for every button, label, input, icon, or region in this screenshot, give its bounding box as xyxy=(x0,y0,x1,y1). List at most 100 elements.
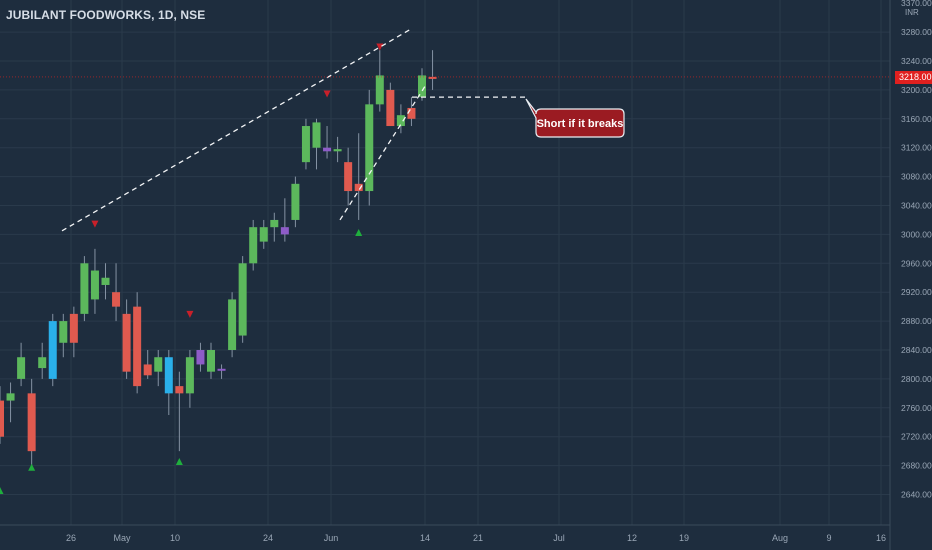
candle-body xyxy=(217,368,226,371)
candle xyxy=(396,104,405,134)
price-axis[interactable]: 3370.00 3280.00 3240.00 3200.00 3160.00 3120.… xyxy=(889,0,932,550)
candle xyxy=(323,126,332,159)
candle-body xyxy=(185,357,194,394)
candle xyxy=(344,147,353,206)
time-axis[interactable]: 26 May 10 24 Jun 14 21 Jul 12 19 Aug 9 16 xyxy=(0,524,890,543)
candle-body xyxy=(0,400,4,437)
candle-body xyxy=(396,115,405,127)
candle xyxy=(333,136,342,163)
callout-annotation[interactable]: Short if it breaks xyxy=(525,98,625,138)
candle xyxy=(217,364,226,379)
candle-body xyxy=(375,75,384,105)
candle-body xyxy=(6,393,15,401)
price-tick-label: 2920.00 xyxy=(901,287,932,297)
candle xyxy=(418,68,426,101)
candle-body xyxy=(418,75,426,98)
price-tick-label: 3160.00 xyxy=(901,114,932,124)
time-tick-label: 14 xyxy=(420,533,430,543)
lower-trendline[interactable] xyxy=(339,85,426,221)
candle-body xyxy=(365,104,374,192)
candle-body xyxy=(17,357,26,379)
candle-body xyxy=(259,227,268,242)
candle xyxy=(80,256,89,322)
signal-down-marker xyxy=(186,310,194,318)
candle xyxy=(59,313,68,358)
candle xyxy=(238,256,247,343)
candle xyxy=(90,248,99,314)
candle xyxy=(428,50,437,90)
candle-body xyxy=(301,126,310,163)
time-tick-label: 12 xyxy=(627,533,637,543)
price-tick-label: 3080.00 xyxy=(901,172,932,182)
candle xyxy=(122,299,131,379)
candle xyxy=(270,212,279,242)
candle xyxy=(259,219,268,249)
candle-body xyxy=(270,219,279,228)
time-tick-label: Jul xyxy=(553,533,565,543)
candle-body xyxy=(101,277,110,285)
candle-body xyxy=(143,364,152,376)
candle xyxy=(375,50,384,112)
symbol-title: JUBILANT FOODWORKS, 1D, NSE xyxy=(6,8,206,22)
candle xyxy=(249,219,258,271)
upper-trendline[interactable] xyxy=(61,27,413,232)
candle xyxy=(312,118,321,170)
candle xyxy=(228,292,237,358)
candle xyxy=(69,306,78,358)
price-tick-label: 3120.00 xyxy=(901,143,932,153)
candle-body xyxy=(344,162,353,192)
time-tick-label: Jun xyxy=(324,533,339,543)
candle-body xyxy=(407,107,416,119)
candle xyxy=(143,350,152,379)
signal-up-marker xyxy=(0,487,4,494)
candle-body xyxy=(112,292,121,307)
candle xyxy=(17,342,26,387)
candle xyxy=(301,118,310,170)
candle xyxy=(38,342,47,379)
candle xyxy=(196,342,205,372)
candle xyxy=(386,82,395,127)
candle xyxy=(112,263,121,322)
candle xyxy=(280,198,289,242)
candle-body xyxy=(312,122,321,148)
candle xyxy=(27,378,36,466)
price-tick-label: 2680.00 xyxy=(901,461,932,471)
candles-layer xyxy=(0,50,437,466)
candle xyxy=(207,342,215,379)
candle-body xyxy=(90,270,99,300)
price-tick-label: 2640.00 xyxy=(901,490,932,500)
candle-body xyxy=(80,263,89,314)
candle xyxy=(164,350,173,416)
candle-body xyxy=(164,357,173,394)
candle-body xyxy=(27,393,36,452)
time-tick-label: May xyxy=(113,533,131,543)
time-tick-label: Aug xyxy=(772,533,788,543)
candle xyxy=(365,89,374,206)
candle-body xyxy=(228,299,237,350)
price-tick-label: 2840.00 xyxy=(901,345,932,355)
candle xyxy=(407,97,416,127)
time-tick-label: 19 xyxy=(679,533,689,543)
price-tick-label: 3200.00 xyxy=(901,85,932,95)
candle xyxy=(291,176,300,228)
candle xyxy=(48,313,57,387)
candle-body xyxy=(323,147,332,152)
price-tick-label: 2720.00 xyxy=(901,432,932,442)
price-tick-label: 3040.00 xyxy=(901,201,932,211)
price-tick-label: 2760.00 xyxy=(901,403,932,413)
signal-up-marker xyxy=(355,228,363,236)
signals-layer xyxy=(0,43,384,494)
candle-body xyxy=(291,183,300,220)
price-tick-label: 3370.00 xyxy=(901,0,932,8)
price-tick-label: 2960.00 xyxy=(901,258,932,268)
candle-body xyxy=(238,263,247,336)
candle xyxy=(6,382,15,423)
candle-body xyxy=(333,149,342,152)
candle xyxy=(101,263,110,300)
trendlines-layer xyxy=(0,27,890,232)
candle-body xyxy=(428,76,437,79)
candle-body xyxy=(122,313,131,372)
price-tick-label: 2800.00 xyxy=(901,374,932,384)
candle xyxy=(154,350,163,387)
